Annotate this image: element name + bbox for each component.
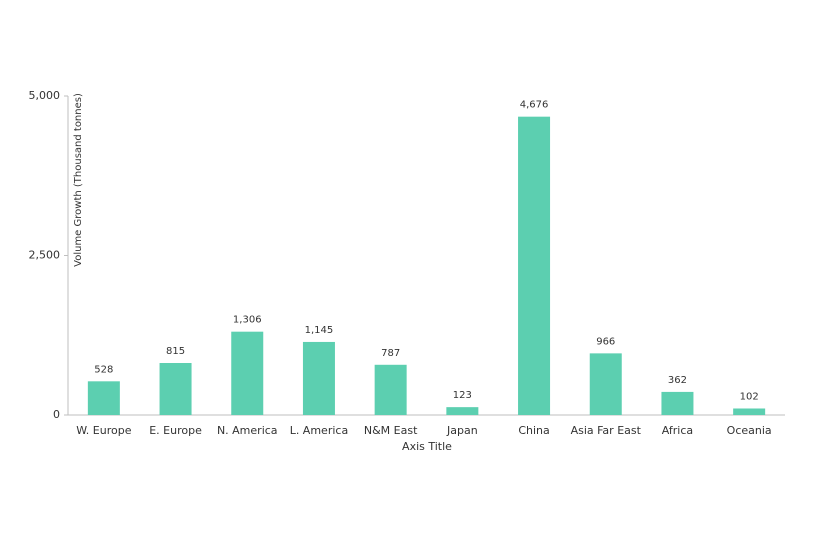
bar <box>661 391 694 415</box>
data-label: 1,306 <box>233 315 262 326</box>
data-label: 787 <box>381 348 400 359</box>
x-tick-label: Japan <box>446 424 478 437</box>
bar <box>374 364 407 415</box>
data-label: 1,145 <box>305 325 334 336</box>
bar <box>518 116 551 415</box>
data-label: 4,676 <box>520 100 549 111</box>
bar <box>589 353 622 415</box>
x-tick-label: Africa <box>662 424 693 437</box>
data-label: 362 <box>668 375 687 386</box>
x-tick-label: L. America <box>290 424 349 437</box>
y-tick-label: 2,500 <box>29 249 61 262</box>
bar <box>231 331 264 415</box>
x-tick-label: China <box>518 424 549 437</box>
bar <box>159 363 192 415</box>
x-tick-label: N&M East <box>364 424 418 437</box>
data-label: 966 <box>596 336 615 347</box>
data-label: 123 <box>453 390 472 401</box>
x-tick-label: N. America <box>217 424 278 437</box>
data-label: 528 <box>94 364 113 375</box>
bar <box>87 381 120 415</box>
y-tick-label: 5,000 <box>29 89 61 102</box>
data-label: 102 <box>740 391 759 402</box>
bar <box>733 408 766 415</box>
x-tick-label: Oceania <box>727 424 772 437</box>
x-tick-label: W. Europe <box>76 424 132 437</box>
x-axis-title: Axis Title <box>402 440 452 453</box>
bar <box>302 341 335 415</box>
data-label: 815 <box>166 346 185 357</box>
x-tick-label: E. Europe <box>149 424 202 437</box>
bar <box>446 407 479 415</box>
x-tick-label: Asia Far East <box>571 424 642 437</box>
y-axis-title: Volume Growth (Thousand tonnes) <box>73 93 84 267</box>
y-tick-label: 0 <box>53 408 60 421</box>
